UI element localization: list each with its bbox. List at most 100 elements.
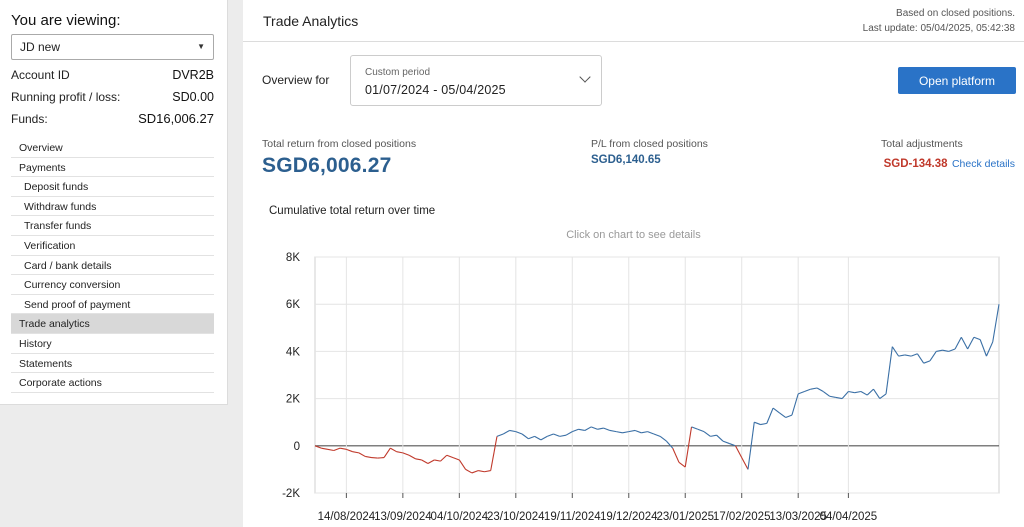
sidebar-item-trade-analytics[interactable]: Trade analytics — [11, 314, 214, 334]
update-info: Based on closed positions. Last update: … — [863, 6, 1015, 36]
return-line-segment — [779, 412, 786, 418]
return-line-segment — [509, 429, 516, 433]
y-tick-label: -2K — [282, 488, 300, 500]
open-platform-button[interactable]: Open platform — [898, 67, 1016, 94]
y-tick-label: 0 — [294, 441, 300, 453]
return-line-segment — [402, 452, 410, 456]
return-line-segment — [333, 447, 341, 452]
sidebar-nav: Overview Payments Deposit funds Withdraw fu… — [11, 138, 214, 393]
return-line-segment — [898, 354, 905, 357]
sidebar-item-overview[interactable]: Overview — [11, 138, 214, 158]
return-line-segment — [383, 447, 391, 458]
return-line-segment — [471, 470, 479, 474]
x-tick-label: 13/09/2024 — [374, 511, 432, 523]
return-line-segment — [916, 353, 925, 364]
chart-title: Cumulative total return over time — [269, 205, 436, 217]
funds-value: SD16,006.27 — [138, 111, 214, 126]
return-line-segment — [415, 458, 422, 461]
return-line-segment — [979, 339, 987, 357]
running-pl-row: Running profit / loss: SD0.00 — [11, 90, 214, 104]
caret-down-icon: ▼ — [197, 42, 205, 51]
account-id-value: DVR2B — [172, 68, 214, 82]
return-line-segment — [716, 434, 724, 442]
return-line-segment — [691, 426, 698, 430]
return-line-segment — [822, 391, 830, 397]
return-line-segment — [672, 447, 680, 463]
return-line-segment — [641, 431, 648, 434]
return-line-segment — [866, 388, 874, 396]
return-line-segment — [515, 431, 523, 435]
return-line-segment — [446, 454, 454, 459]
check-details-link[interactable]: Check details — [951, 158, 1015, 170]
return-line-segment — [960, 336, 969, 350]
return-line-segment — [427, 459, 435, 464]
return-line-segment — [616, 431, 623, 434]
sidebar-item-payments[interactable]: Payments — [11, 158, 214, 178]
return-line-segment — [358, 452, 366, 457]
sidebar-item-currency-conversion[interactable]: Currency conversion — [11, 275, 214, 295]
period-caption: Custom period — [365, 67, 431, 78]
period-select[interactable]: Custom period 01/07/2024 - 05/04/2025 — [350, 55, 602, 106]
account-select-value: JD new — [20, 40, 61, 54]
return-line-segment — [440, 454, 448, 462]
return-line-segment — [684, 426, 693, 468]
sidebar-item-corporate-actions[interactable]: Corporate actions — [11, 373, 214, 393]
return-line-segment — [948, 348, 956, 352]
sidebar-item-verification[interactable]: Verification — [11, 236, 214, 256]
x-tick-label: 23/10/2024 — [487, 511, 545, 523]
return-line-segment — [936, 349, 943, 352]
account-sidebar: You are viewing: JD new ▼ Account ID DVR… — [0, 0, 228, 405]
return-line-segment — [804, 388, 811, 393]
account-select[interactable]: JD new ▼ — [11, 34, 214, 60]
sidebar-item-deposit-funds[interactable]: Deposit funds — [11, 177, 214, 197]
total-return-value: SGD6,006.27 — [262, 154, 392, 177]
funds-label: Funds: — [11, 112, 48, 126]
funds-row: Funds: SD16,006.27 — [11, 111, 214, 126]
sidebar-item-statements[interactable]: Statements — [11, 354, 214, 374]
sidebar-item-history[interactable]: History — [11, 334, 214, 354]
return-line-segment — [321, 447, 328, 450]
return-line-segment — [346, 448, 353, 453]
return-line-segment — [352, 451, 360, 454]
x-tick-label: 04/04/2025 — [820, 511, 878, 523]
return-line-segment — [810, 387, 818, 390]
return-line-segment — [879, 393, 887, 400]
last-update-text: Last update: 05/04/2025, 05:42:38 — [862, 23, 1015, 34]
return-line-segment — [634, 429, 642, 434]
return-line-segment — [891, 346, 900, 357]
return-line-segment — [339, 447, 347, 450]
return-line-segment — [728, 442, 736, 447]
return-line-segment — [772, 407, 780, 414]
return-line-segment — [967, 336, 975, 350]
return-line-segment — [929, 351, 937, 362]
return-line-segment — [572, 428, 579, 433]
adjustments-row: SGD-134.38 Check details — [884, 154, 1015, 172]
running-pl-value: SD0.00 — [172, 90, 214, 104]
return-line-segment — [703, 431, 711, 437]
return-line-segment — [760, 422, 767, 426]
return-line-segment — [590, 426, 598, 430]
cumulative-return-chart[interactable]: -2K 0 2K 4K 6K 8K 14/08/202413/09/202404/10/20… — [243, 245, 1024, 527]
sidebar-item-send-proof-of-payment[interactable]: Send proof of payment — [11, 295, 214, 315]
return-line-segment — [478, 470, 485, 473]
return-line-segment — [747, 422, 755, 470]
return-line-segment — [465, 468, 473, 474]
return-line-segment — [653, 433, 661, 437]
y-tick-label: 4K — [286, 346, 300, 358]
return-line-segment — [540, 435, 548, 441]
return-line-segment — [992, 304, 1000, 343]
return-line-segment — [766, 407, 774, 424]
adjustments-label: Total adjustments — [881, 138, 963, 150]
sidebar-item-withdraw-funds[interactable]: Withdraw funds — [11, 197, 214, 217]
return-line-segment — [697, 428, 705, 433]
viewing-title: You are viewing: — [11, 12, 121, 29]
sidebar-item-transfer-funds[interactable]: Transfer funds — [11, 216, 214, 236]
sidebar-item-card-bank-details[interactable]: Card / bank details — [11, 256, 214, 276]
y-tick-label: 8K — [286, 252, 300, 264]
return-line-segment — [785, 414, 793, 418]
x-tick-label: 19/12/2024 — [600, 511, 658, 523]
return-line-segment — [578, 428, 585, 432]
return-line-segment — [848, 390, 855, 394]
plot-area — [314, 256, 1000, 494]
return-line-segment — [521, 433, 529, 440]
